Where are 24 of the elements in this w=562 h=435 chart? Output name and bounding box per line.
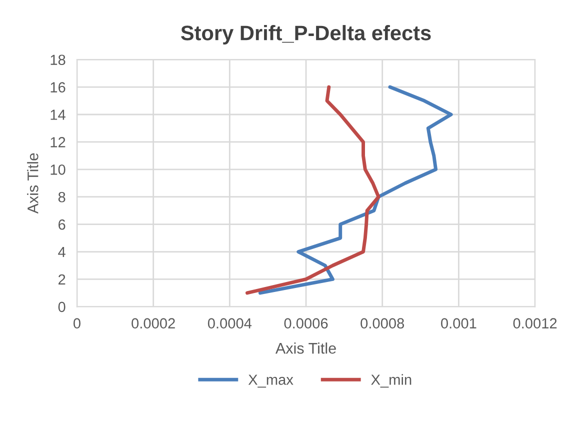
x-tick-label: 0.001 <box>441 318 476 328</box>
line-series <box>245 85 380 295</box>
x-tick-label: 0.0006 <box>284 318 328 328</box>
y-tick-label: 6 <box>58 219 66 230</box>
line-series <box>258 85 453 295</box>
y-tick-label: 0 <box>58 302 66 312</box>
x-tick-label: 0.0004 <box>208 318 252 328</box>
x-axis-title: Axis Title <box>275 342 336 354</box>
y-tick-label: 2 <box>58 274 66 285</box>
legend-label: X_max <box>248 374 294 388</box>
chart-title: Story Drift_P-Delta efects <box>181 25 431 44</box>
y-tick-label: 18 <box>50 54 66 66</box>
y-tick-label: 4 <box>58 247 66 258</box>
x-tick-label: 0.0002 <box>132 318 175 328</box>
x-tick-label: 0 <box>74 318 80 328</box>
y-tick-label: 12 <box>50 137 66 148</box>
y-tick-label: 10 <box>50 164 66 175</box>
legend-label: X_min <box>371 374 412 388</box>
y-tick-label: 14 <box>50 110 66 120</box>
x-tick-label: 0.0012 <box>513 318 557 328</box>
y-tick-label: 16 <box>50 82 66 92</box>
y-tick-label: 8 <box>58 192 66 202</box>
y-axis-title: Axis Title <box>27 153 38 214</box>
x-tick-label: 0.0008 <box>360 318 404 328</box>
